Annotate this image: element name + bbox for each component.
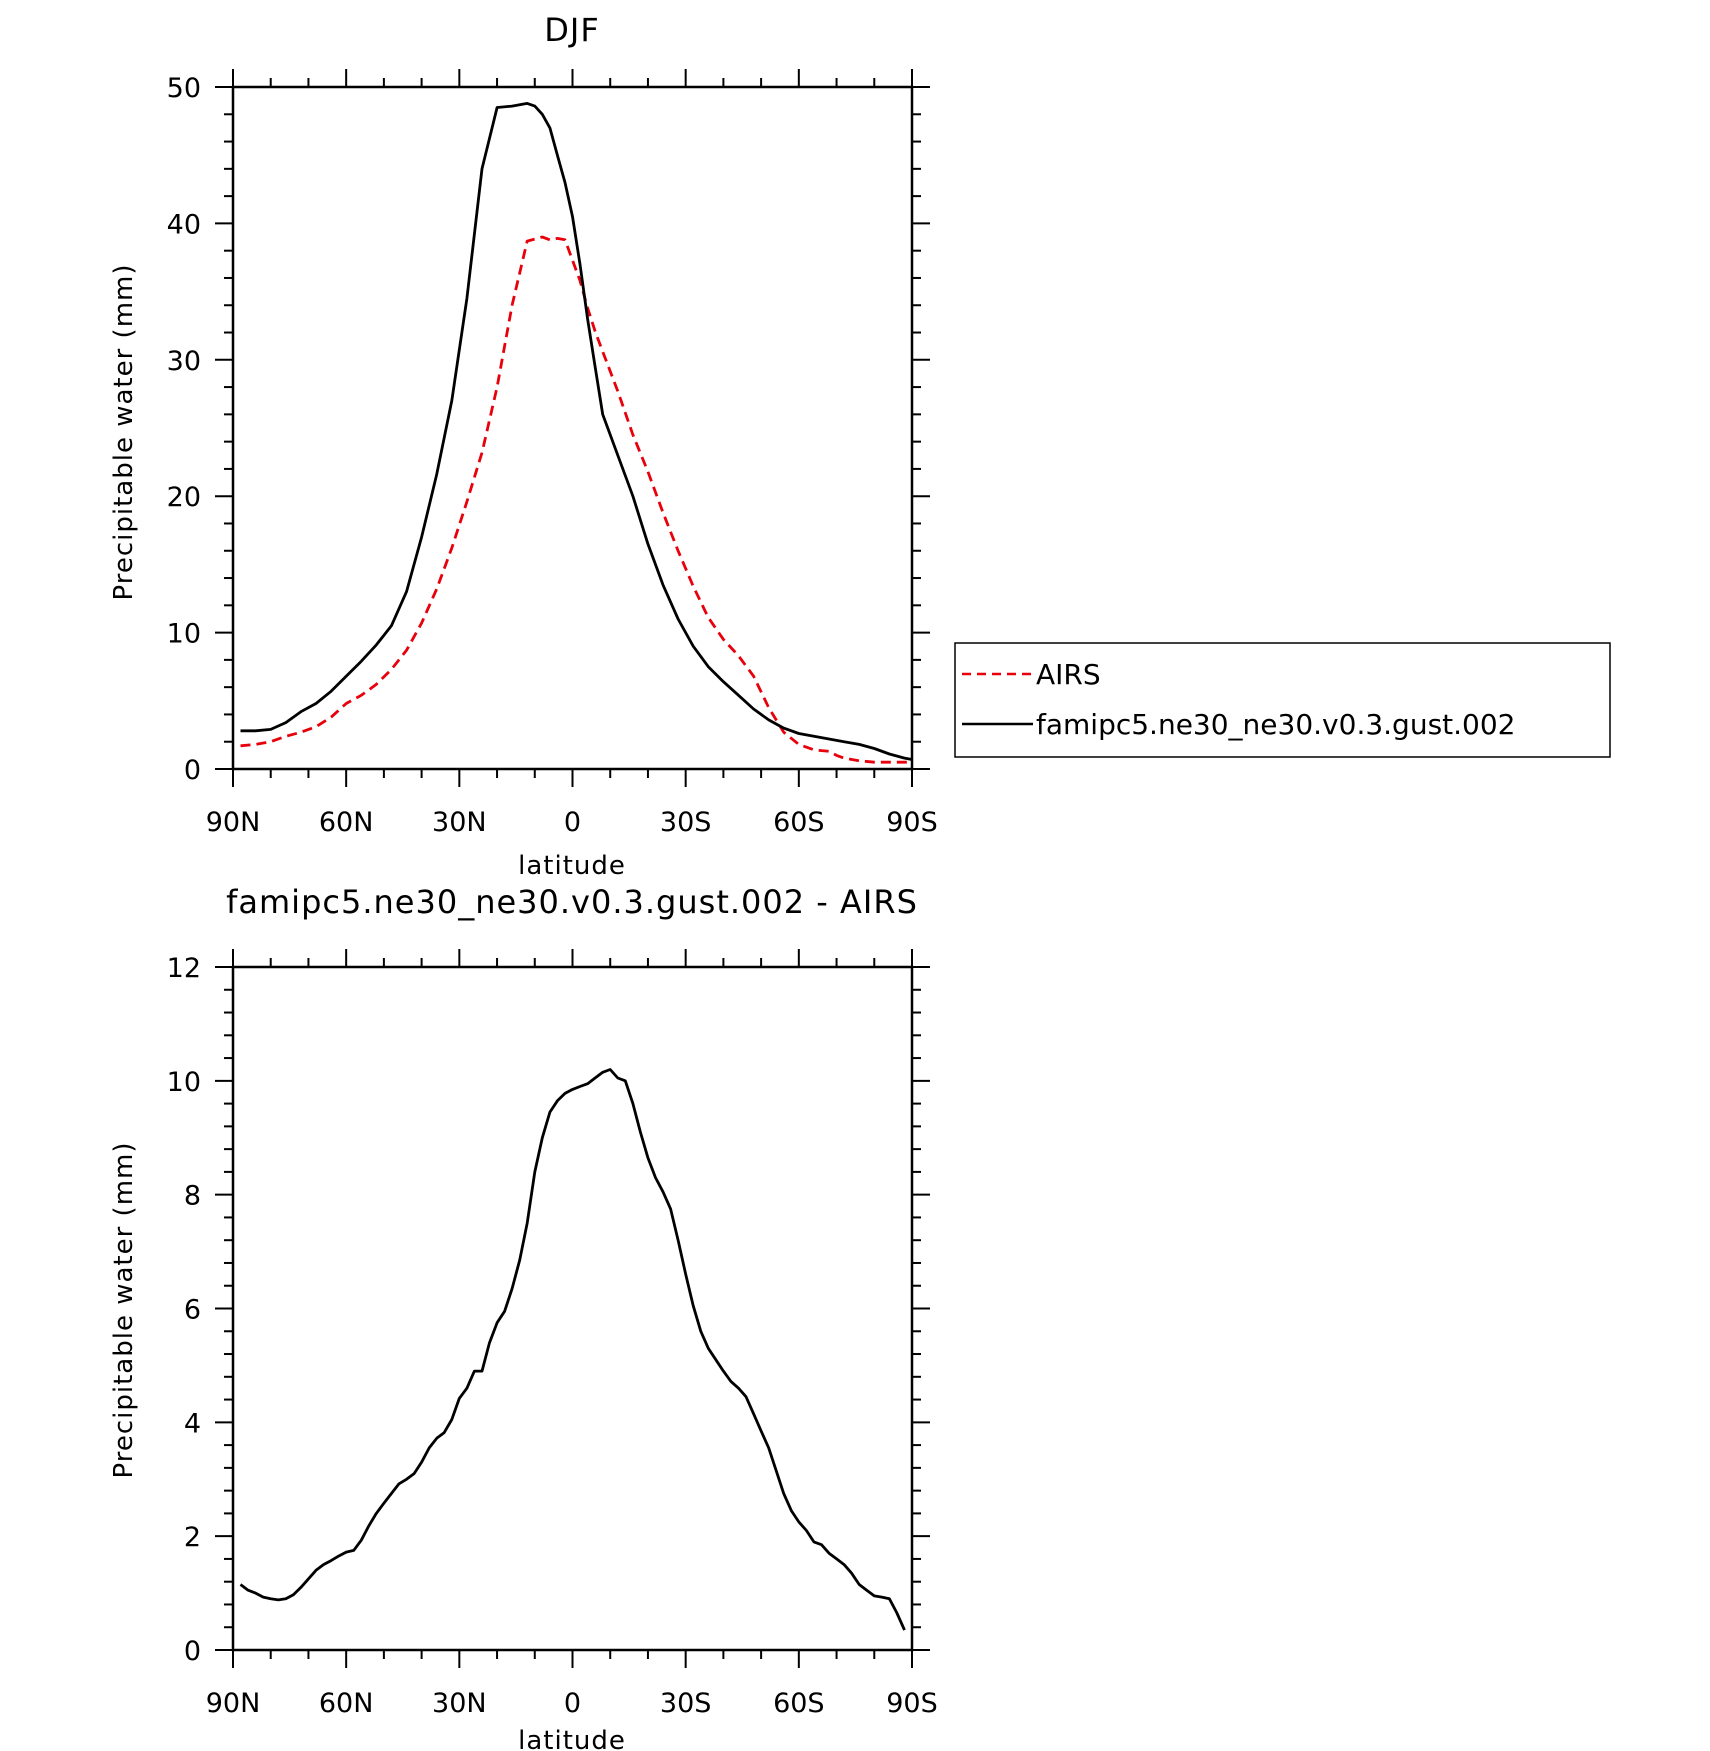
top-y-tick-label: 30 [167,346,201,377]
bottom-chart-title: famipc5.ne30_ne30.v0.3.gust.002 - AIRS [226,883,918,921]
bottom-x-tick-label: 60S [773,1688,825,1719]
bottom-panel-difference: famipc5.ne30_ne30.v0.3.gust.002 - AIRS P… [109,883,938,1751]
bottom-y-tick-label: 10 [167,1067,201,1098]
legend-label-airs: AIRS [1036,658,1101,691]
top-x-tick-label: 0 [564,807,581,838]
bottom-y-tick-label: 6 [184,1295,201,1326]
bottom-x-tick-label: 0 [564,1688,581,1719]
legend-label-model: famipc5.ne30_ne30.v0.3.gust.002 [1036,708,1516,741]
bottom-y-tick-label: 0 [184,1636,201,1667]
top-x-axis-label: latitude [518,851,626,881]
bottom-x-tick-label: 90S [886,1688,938,1719]
top-series-line-0 [240,235,912,764]
bottom-x-tick-label: 30S [660,1688,712,1719]
legend-box [954,642,1611,758]
bottom-plot-frame [231,965,914,1652]
top-x-tick-label: 60N [319,807,374,838]
top-x-tick-label: 60S [773,807,825,838]
top-chart-title: DJF [544,11,599,49]
bottom-y-tick-label: 8 [184,1181,201,1212]
top-x-tick-label: 30N [432,807,487,838]
bottom-x-axis-label: latitude [518,1726,626,1751]
bottom-series-line-0 [239,1068,906,1631]
bottom-x-tick-label: 60N [319,1688,374,1719]
top-series-line-1 [240,102,913,761]
top-panel-djf: DJF Precipitable water (mm) latitude AIR… [109,11,1611,881]
top-y-tick-label: 10 [167,619,201,650]
top-plot-frame [231,85,914,771]
bottom-y-tick-label: 12 [167,953,201,984]
top-x-tick-label: 90S [886,807,938,838]
top-y-tick-label: 40 [167,209,201,240]
top-chart-legend: AIRS famipc5.ne30_ne30.v0.3.gust.002 [954,642,1611,758]
bottom-y-tick-label: 4 [184,1408,201,1439]
top-y-tick-label: 20 [167,482,201,513]
bottom-y-tick-label: 2 [184,1522,201,1553]
top-y-tick-label: 0 [184,755,201,786]
top-y-tick-label: 50 [167,73,201,104]
top-y-axis-label: Precipitable water (mm) [109,264,139,601]
top-x-tick-label: 30S [660,807,712,838]
bottom-x-tick-label: 90N [206,1688,261,1719]
top-x-tick-label: 90N [206,807,261,838]
bottom-x-tick-label: 30N [432,1688,487,1719]
bottom-y-axis-label: Precipitable water (mm) [109,1142,139,1479]
